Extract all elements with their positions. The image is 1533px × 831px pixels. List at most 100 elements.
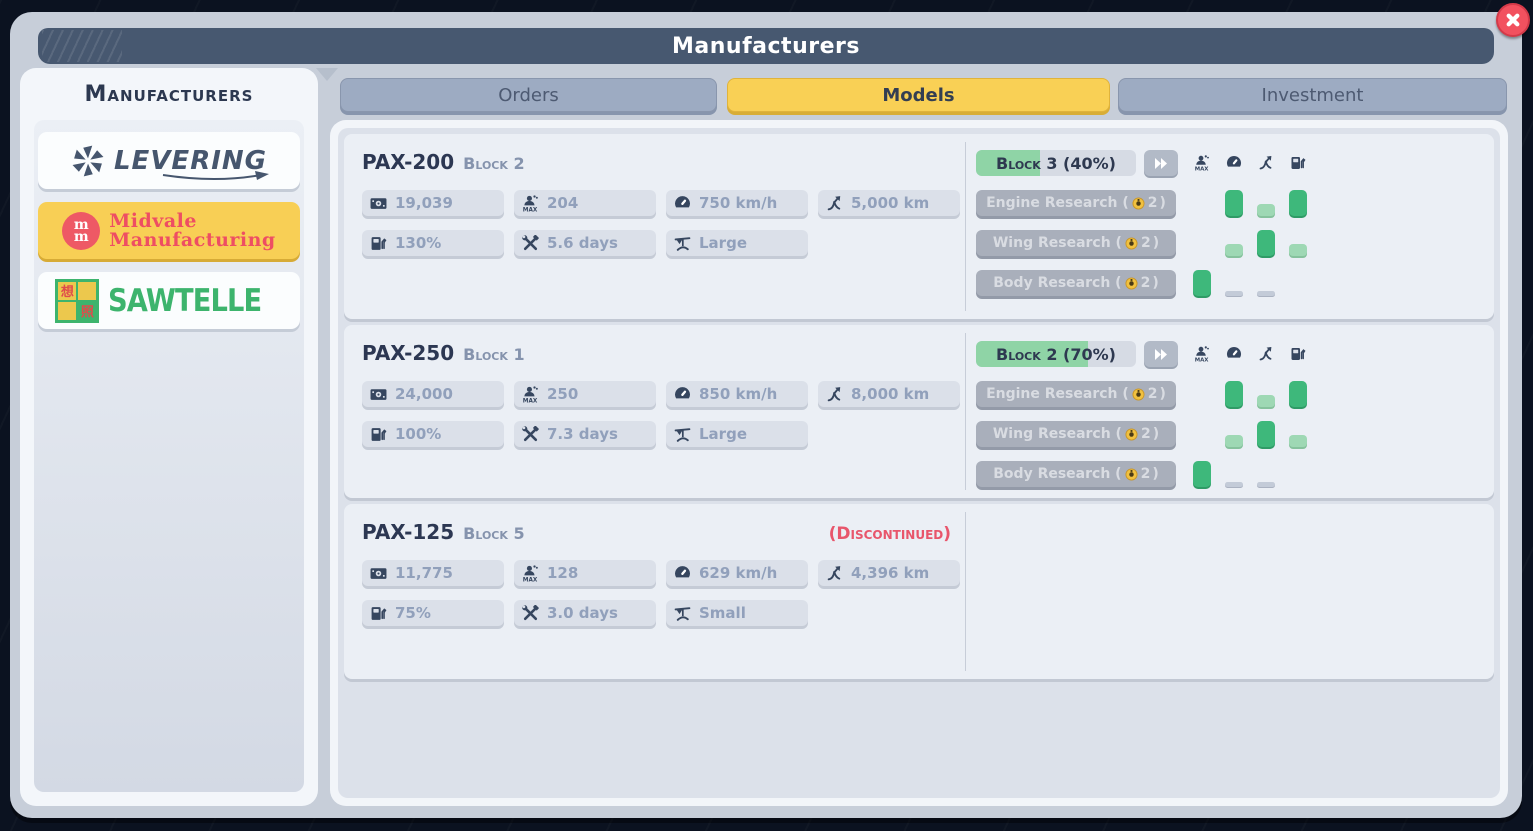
- coin-icon: [1125, 276, 1138, 290]
- max-passengers-icon: [522, 385, 538, 403]
- effect-speed: [1218, 381, 1250, 407]
- engine-research-button[interactable]: Engine Research (2): [976, 190, 1176, 216]
- size-icon: [674, 236, 691, 251]
- tab-orders[interactable]: Orders: [340, 78, 717, 112]
- fast-forward-icon: [1155, 157, 1167, 169]
- effect-range: [1250, 381, 1282, 407]
- models-list: PAX-200 Block 2 19,039 204 750 km/h 5,00…: [338, 128, 1500, 798]
- effect-range: [1250, 421, 1282, 447]
- manufacturers-window: Manufacturers Manufacturers Levering: [10, 3, 1530, 818]
- sawtelle-squares-icon: 想 照: [55, 278, 100, 323]
- coin-icon: [1125, 236, 1138, 250]
- models-panel: PAX-200 Block 2 19,039 204 750 km/h 5,00…: [330, 120, 1508, 806]
- money-icon: [370, 197, 387, 209]
- effect-max-passengers: [1186, 381, 1218, 407]
- window-title: Manufacturers: [672, 33, 860, 59]
- maintenance-icon: [522, 234, 539, 250]
- stat-max-passengers: 204: [514, 190, 656, 216]
- speed-icon: [1227, 156, 1241, 167]
- stat-range: 5,000 km: [818, 190, 960, 216]
- stat-maintenance: 7.3 days: [514, 421, 656, 447]
- manufacturers-sidebar: Manufacturers Levering m m Mid: [20, 68, 318, 806]
- fast-forward-button[interactable]: [1144, 150, 1178, 176]
- speed-icon: [1227, 347, 1241, 358]
- range-icon: [827, 564, 842, 580]
- card-divider: [965, 142, 966, 311]
- card-divider: [965, 512, 966, 671]
- stat-speed: 750 km/h: [666, 190, 808, 216]
- midvale-mm-icon: m m: [62, 211, 101, 250]
- body-research-button[interactable]: Body Research (2): [976, 461, 1176, 487]
- effect-range: [1250, 190, 1282, 216]
- wing-research-button[interactable]: Wing Research (2): [976, 421, 1176, 447]
- model-block-label: Block 1: [463, 345, 525, 364]
- sidebar-item-sawtelle[interactable]: 想 照 SAWTELLE: [38, 272, 300, 329]
- stat-fuel: 130%: [362, 230, 504, 256]
- block-progress-fill: [976, 341, 1088, 367]
- money-icon: [370, 567, 387, 579]
- speed-icon: [675, 386, 690, 398]
- engine-research-button[interactable]: Engine Research (2): [976, 381, 1176, 407]
- model-name: PAX-250: [362, 341, 455, 365]
- speed-icon: [675, 565, 690, 577]
- model-card-pax-200: PAX-200 Block 2 19,039 204 750 km/h 5,00…: [344, 134, 1494, 319]
- stat-size: Large: [666, 230, 808, 256]
- max-passengers-icon: [522, 194, 538, 212]
- maintenance-icon: [522, 425, 539, 441]
- model-block-label: Block 2: [463, 154, 525, 173]
- effect-max-passengers: [1186, 230, 1218, 256]
- tab-models[interactable]: Models: [727, 78, 1110, 112]
- stat-speed: 629 km/h: [666, 560, 808, 586]
- stat-maintenance: 3.0 days: [514, 600, 656, 626]
- sidebar-item-levering[interactable]: Levering: [38, 132, 300, 189]
- range-icon: [1259, 155, 1273, 170]
- stat-range: 8,000 km: [818, 381, 960, 407]
- effect-fuel: [1282, 230, 1314, 256]
- levering-arrow-swoosh-icon: [162, 170, 269, 180]
- effect-max-passengers: [1186, 190, 1218, 216]
- effect-fuel: [1282, 461, 1314, 487]
- effect-range: [1250, 230, 1282, 256]
- stat-speed: 850 km/h: [666, 381, 808, 407]
- stat-max-passengers: 128: [514, 560, 656, 586]
- stat-range: 4,396 km: [818, 560, 960, 586]
- stat-fuel: 75%: [362, 600, 504, 626]
- effect-fuel: [1282, 421, 1314, 447]
- model-card-pax-125: PAX-125 Block 5 (Discontinued) 11,775 12…: [344, 504, 1494, 679]
- discontinued-badge: (Discontinued): [828, 524, 951, 544]
- effect-speed: [1218, 461, 1250, 487]
- range-icon: [827, 385, 842, 401]
- sidebar-item-midvale[interactable]: m m Midvale Manufacturing: [38, 202, 300, 259]
- effect-speed: [1218, 421, 1250, 447]
- coin-icon: [1132, 196, 1145, 210]
- next-block-progress-button[interactable]: Block 2 (70%): [976, 341, 1136, 367]
- money-icon: [370, 388, 387, 400]
- next-block-progress-button[interactable]: Block 3 (40%): [976, 150, 1136, 176]
- coin-icon: [1125, 427, 1138, 441]
- fast-forward-icon: [1155, 348, 1167, 360]
- panel-pointer-decoration: [316, 68, 338, 81]
- levering-wordmark: Levering: [114, 146, 269, 180]
- fuel-icon: [370, 605, 387, 621]
- window-titlebar: Manufacturers: [38, 28, 1494, 64]
- midvale-wordmark: Midvale Manufacturing: [109, 209, 276, 251]
- range-icon: [1259, 346, 1273, 361]
- model-name: PAX-125: [362, 520, 455, 544]
- speed-icon: [675, 195, 690, 207]
- stat-max-passengers: 250: [514, 381, 656, 407]
- fuel-icon: [370, 426, 387, 442]
- stat-price: 11,775: [362, 560, 504, 586]
- effect-max-passengers: [1186, 461, 1218, 487]
- card-divider: [965, 333, 966, 490]
- effect-range: [1250, 270, 1282, 296]
- effect-fuel: [1282, 381, 1314, 407]
- close-button[interactable]: [1496, 3, 1530, 37]
- coin-icon: [1125, 467, 1138, 481]
- fuel-icon: [1290, 347, 1306, 361]
- wing-research-button[interactable]: Wing Research (2): [976, 230, 1176, 256]
- body-research-button[interactable]: Body Research (2): [976, 270, 1176, 296]
- fast-forward-button[interactable]: [1144, 341, 1178, 367]
- close-icon: [1506, 13, 1520, 27]
- maintenance-icon: [522, 604, 539, 620]
- tab-investment[interactable]: Investment: [1118, 78, 1507, 112]
